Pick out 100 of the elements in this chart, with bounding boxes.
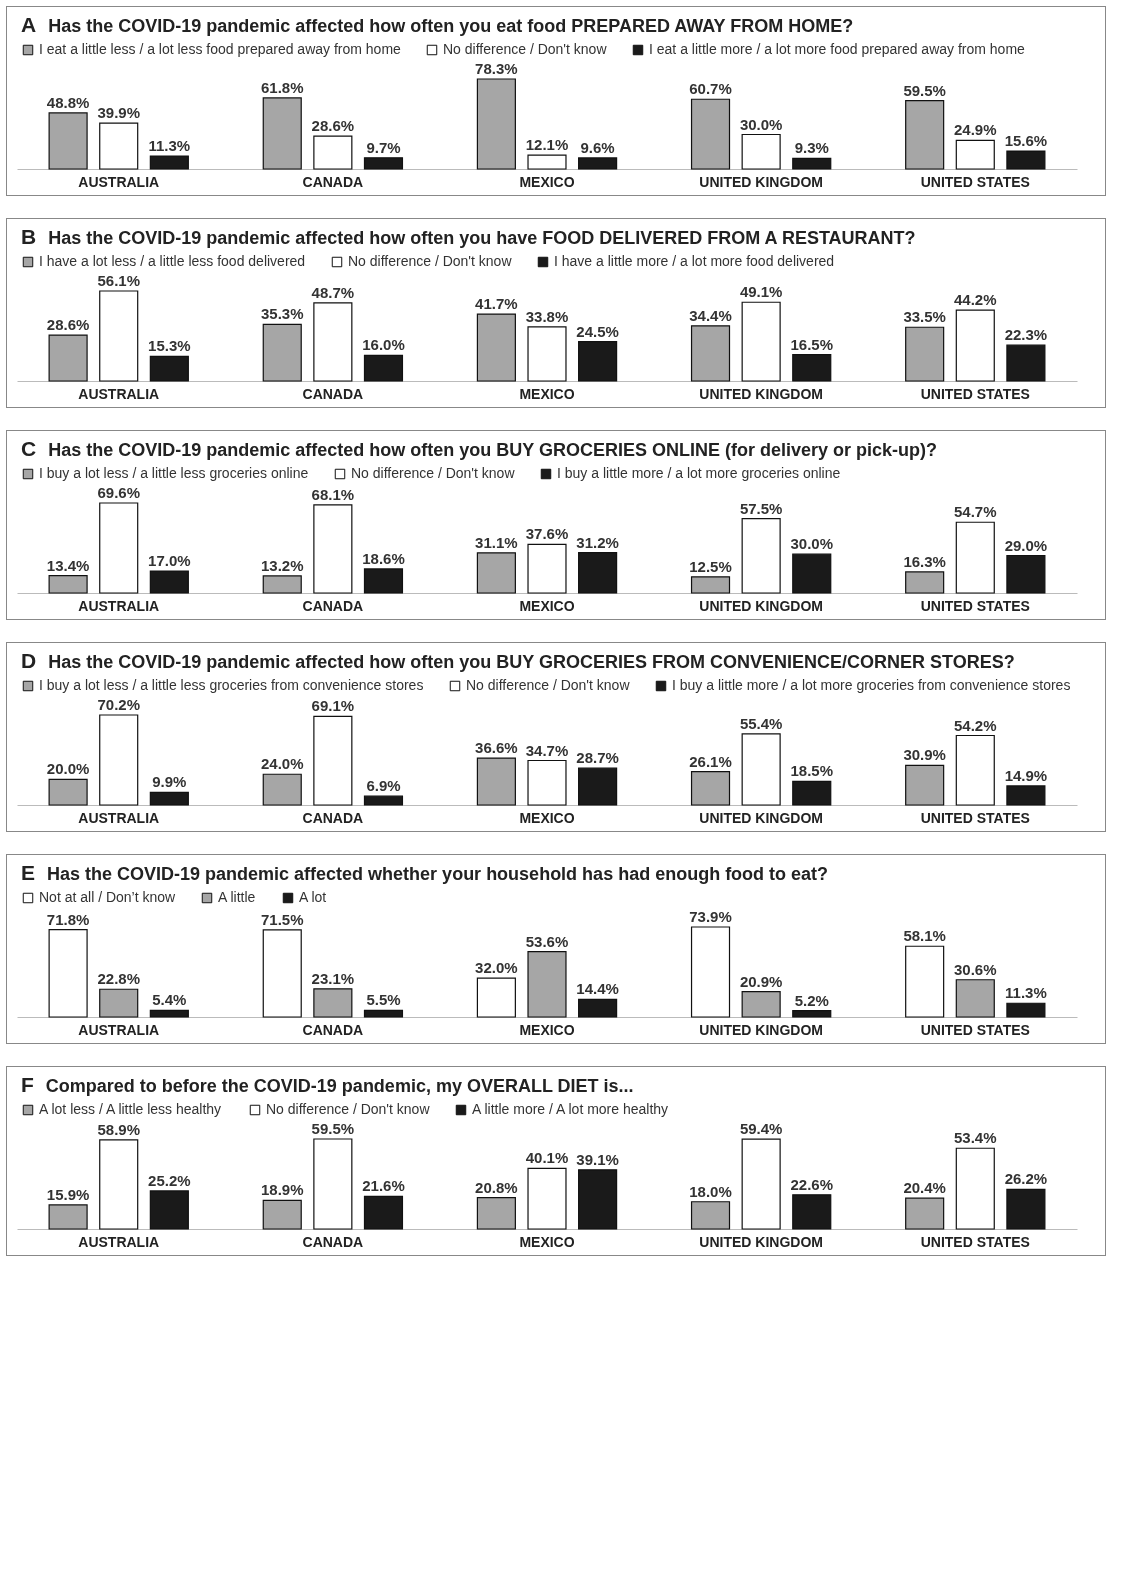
- bar: [955, 139, 995, 170]
- data-label: 20.0%: [46, 760, 90, 778]
- bar: [578, 157, 618, 170]
- data-label: 17.0%: [148, 552, 191, 570]
- bar: [363, 1195, 404, 1230]
- data-label: 22.6%: [790, 1175, 834, 1193]
- data-label: 59.5%: [311, 1120, 355, 1137]
- x-tick-label: CANADA: [302, 597, 364, 614]
- data-label: 9.3%: [794, 139, 829, 157]
- bar: [262, 323, 302, 382]
- bar: [578, 552, 618, 594]
- data-label: 37.6%: [525, 525, 569, 543]
- data-label: 26.2%: [1004, 1170, 1048, 1188]
- x-tick-label: AUSTRALIA: [78, 1233, 160, 1250]
- data-label: 20.9%: [739, 972, 783, 990]
- bar: [313, 504, 353, 594]
- data-label: 58.9%: [97, 1120, 140, 1138]
- bar: [741, 990, 781, 1018]
- bar: [955, 521, 995, 594]
- legend-label: No difference / Don't know: [351, 465, 516, 481]
- bar: [690, 325, 731, 382]
- data-label: 53.6%: [525, 932, 569, 950]
- data-label: 44.2%: [954, 291, 997, 309]
- x-tick-label: UNITED STATES: [920, 173, 1030, 190]
- data-label: 31.1%: [475, 533, 518, 551]
- data-label: 28.7%: [576, 749, 619, 767]
- chart-title: Has the COVID-19 pandemic affected whether your household has had enough food to eat?: [47, 864, 829, 884]
- data-label: 30.0%: [790, 535, 834, 553]
- data-label: 59.5%: [903, 81, 946, 99]
- bar: [313, 988, 353, 1018]
- x-tick-label: UNITED STATES: [920, 385, 1030, 402]
- data-label: 58.1%: [903, 927, 946, 945]
- data-label: 39.9%: [97, 104, 140, 122]
- bar: [149, 1009, 189, 1018]
- data-label: 60.7%: [689, 80, 732, 98]
- text: D: [21, 649, 37, 672]
- data-label: 12.5%: [689, 557, 732, 575]
- x-tick-label: MEXICO: [519, 173, 575, 190]
- x-tick-label: UNITED KINGDOM: [699, 385, 823, 402]
- data-label: 48.8%: [46, 93, 90, 111]
- bar: [690, 926, 731, 1018]
- data-label: 14.4%: [576, 980, 619, 998]
- data-label: 30.9%: [903, 746, 946, 764]
- x-tick-label: MEXICO: [519, 1021, 575, 1038]
- chart-title: Compared to before the COVID-19 pandemic, my OVERALL DIET is...: [45, 1076, 634, 1096]
- bar: [527, 951, 567, 1018]
- bar: [905, 326, 945, 382]
- bar: [262, 575, 302, 594]
- data-label: 68.1%: [311, 485, 355, 503]
- bar: [48, 1204, 88, 1230]
- bar: [363, 795, 404, 806]
- data-label: 26.1%: [689, 752, 732, 770]
- legend-label: I eat a little more / a lot more food prepared away from home: [649, 41, 1026, 57]
- bar: [578, 341, 618, 382]
- data-label: 15.9%: [46, 1185, 90, 1203]
- data-label: 71.5%: [260, 910, 304, 928]
- data-label: 53.4%: [954, 1129, 997, 1147]
- bar: [741, 133, 781, 170]
- legend-label: I have a lot less / a little less food delivered: [39, 253, 306, 269]
- x-tick-label: MEXICO: [519, 385, 575, 402]
- x-tick-label: UNITED KINGDOM: [699, 1021, 823, 1038]
- bar: [313, 1138, 353, 1230]
- data-label: 9.7%: [366, 138, 401, 156]
- bar: [1006, 1188, 1046, 1230]
- bar: [476, 78, 516, 170]
- bar: [527, 759, 567, 806]
- data-label: 28.6%: [311, 117, 355, 135]
- legend-label: I buy a little more / a lot more groceries online: [557, 465, 841, 481]
- data-label: 22.3%: [1004, 326, 1048, 344]
- text: F: [21, 1073, 34, 1096]
- data-label: 18.6%: [362, 549, 405, 567]
- bar: [741, 518, 781, 594]
- bar: [149, 1190, 189, 1230]
- bar: [741, 301, 781, 382]
- text: A: [21, 13, 37, 36]
- bar: [527, 326, 567, 382]
- legend-label: No difference / Don't know: [266, 1101, 431, 1117]
- data-label: 34.7%: [525, 741, 569, 759]
- data-label: 11.3%: [148, 137, 191, 155]
- bar: [476, 1196, 516, 1230]
- bar: [905, 571, 945, 594]
- data-label: 11.3%: [1005, 984, 1047, 1002]
- data-label: 22.8%: [97, 970, 140, 988]
- x-tick-label: UNITED KINGDOM: [699, 1233, 823, 1250]
- bar: [690, 576, 731, 594]
- x-tick-label: CANADA: [302, 1021, 364, 1038]
- chart-title: Has the COVID-19 pandemic affected how often you have FOOD DELIVERED FROM A RESTAURANT?: [48, 228, 916, 248]
- data-label: 29.0%: [1004, 536, 1048, 554]
- legend-label: A little: [218, 889, 256, 905]
- bar: [99, 714, 139, 806]
- chart-title: Has the COVID-19 pandemic affected how often you BUY GROCERIES FROM CONVENIENCE/CORNER STORES?: [48, 652, 1015, 672]
- data-label: 31.2%: [576, 533, 619, 551]
- bar: [363, 354, 404, 382]
- x-tick-label: MEXICO: [519, 597, 575, 614]
- bar: [149, 791, 189, 806]
- bar: [313, 715, 353, 806]
- bar: [690, 1201, 731, 1230]
- x-tick-label: UNITED KINGDOM: [699, 597, 823, 614]
- x-tick-label: MEXICO: [519, 809, 575, 826]
- data-label: 78.3%: [475, 60, 518, 77]
